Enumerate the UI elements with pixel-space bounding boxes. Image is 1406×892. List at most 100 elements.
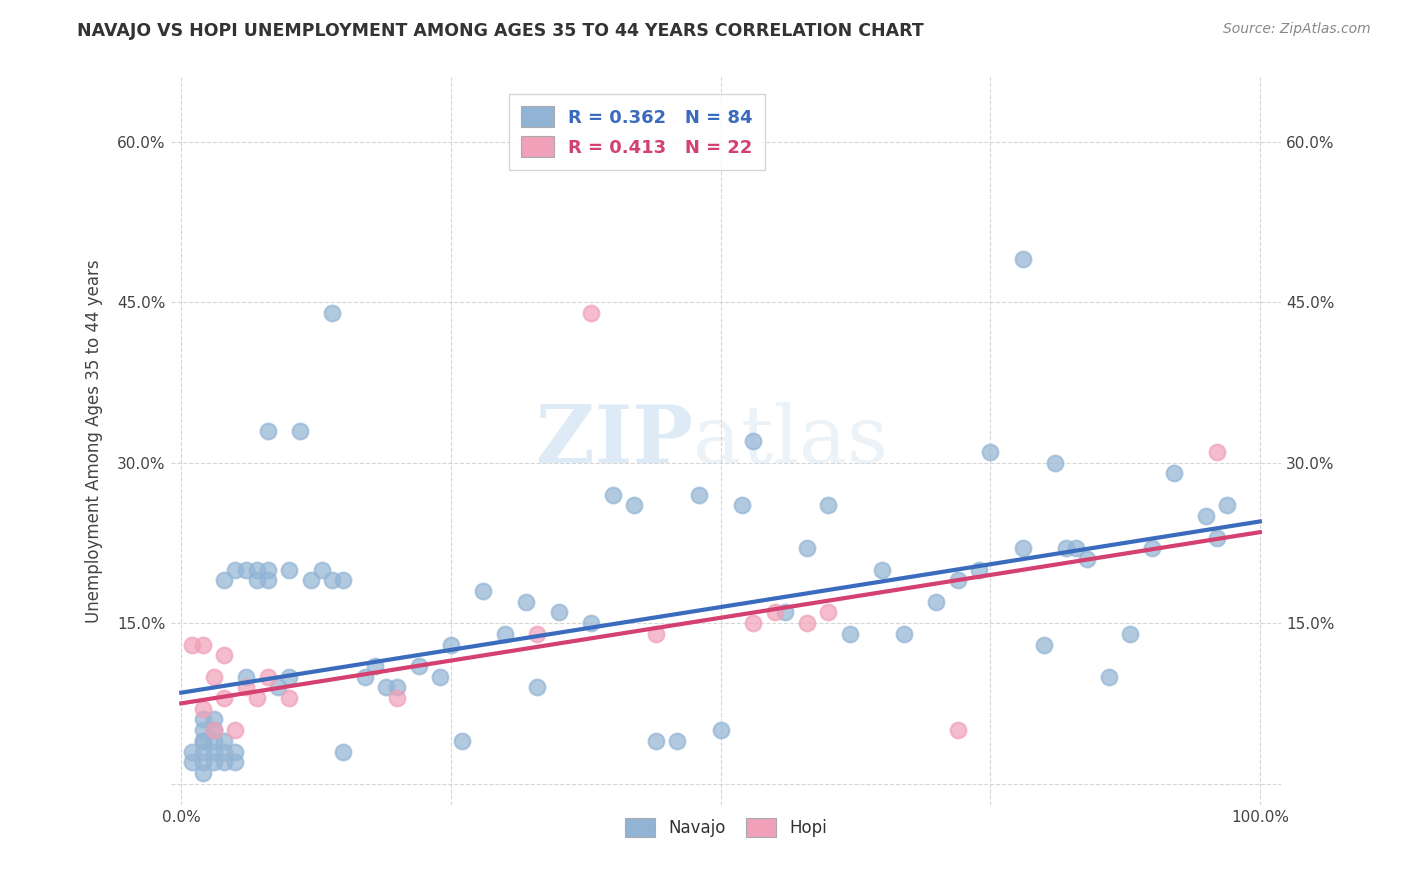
- Point: [321, 574, 343, 588]
- Point: [202, 723, 225, 738]
- Text: ZIP: ZIP: [536, 402, 693, 480]
- Point: [796, 616, 818, 631]
- Point: [191, 713, 214, 727]
- Point: [1066, 541, 1088, 556]
- Point: [946, 574, 969, 588]
- Point: [515, 595, 537, 609]
- Point: [311, 563, 333, 577]
- Text: Source: ZipAtlas.com: Source: ZipAtlas.com: [1223, 22, 1371, 37]
- Point: [191, 755, 214, 769]
- Point: [191, 702, 214, 716]
- Point: [1076, 552, 1098, 566]
- Point: [429, 670, 451, 684]
- Point: [440, 638, 463, 652]
- Point: [288, 424, 311, 438]
- Point: [526, 681, 548, 695]
- Point: [214, 574, 236, 588]
- Point: [202, 713, 225, 727]
- Point: [925, 595, 948, 609]
- Point: [256, 563, 278, 577]
- Point: [353, 670, 375, 684]
- Point: [214, 734, 236, 748]
- Point: [472, 584, 495, 599]
- Point: [979, 445, 1001, 459]
- Point: [181, 745, 204, 759]
- Point: [872, 563, 894, 577]
- Point: [688, 488, 710, 502]
- Point: [579, 306, 602, 320]
- Point: [710, 723, 733, 738]
- Point: [839, 627, 862, 641]
- Point: [385, 691, 408, 706]
- Point: [775, 606, 797, 620]
- Point: [246, 574, 269, 588]
- Point: [763, 606, 786, 620]
- Point: [1205, 445, 1227, 459]
- Legend: Navajo, Hopi: Navajo, Hopi: [619, 812, 834, 844]
- Point: [191, 734, 214, 748]
- Point: [202, 755, 225, 769]
- Point: [817, 499, 839, 513]
- Point: [214, 648, 236, 663]
- Point: [235, 670, 257, 684]
- Point: [547, 606, 569, 620]
- Point: [191, 723, 214, 738]
- Point: [181, 755, 204, 769]
- Point: [1119, 627, 1142, 641]
- Point: [202, 723, 225, 738]
- Point: [1098, 670, 1121, 684]
- Point: [299, 574, 322, 588]
- Point: [494, 627, 516, 641]
- Point: [256, 424, 278, 438]
- Point: [946, 723, 969, 738]
- Point: [796, 541, 818, 556]
- Point: [375, 681, 398, 695]
- Point: [214, 691, 236, 706]
- Point: [191, 638, 214, 652]
- Point: [181, 638, 204, 652]
- Point: [969, 563, 991, 577]
- Point: [332, 574, 354, 588]
- Point: [644, 734, 666, 748]
- Point: [321, 306, 343, 320]
- Point: [1054, 541, 1077, 556]
- Point: [731, 499, 754, 513]
- Point: [332, 745, 354, 759]
- Point: [1043, 456, 1066, 470]
- Point: [1195, 509, 1218, 524]
- Point: [623, 499, 645, 513]
- Point: [224, 563, 246, 577]
- Point: [278, 563, 301, 577]
- Point: [817, 606, 839, 620]
- Point: [893, 627, 915, 641]
- Point: [526, 627, 548, 641]
- Point: [579, 616, 602, 631]
- Point: [224, 755, 246, 769]
- Point: [214, 745, 236, 759]
- Point: [191, 765, 214, 780]
- Point: [267, 681, 290, 695]
- Point: [224, 723, 246, 738]
- Text: atlas: atlas: [693, 402, 887, 480]
- Point: [666, 734, 689, 748]
- Point: [1011, 541, 1033, 556]
- Point: [246, 691, 269, 706]
- Point: [256, 574, 278, 588]
- Point: [1216, 499, 1239, 513]
- Point: [235, 563, 257, 577]
- Point: [1140, 541, 1163, 556]
- Point: [256, 670, 278, 684]
- Point: [742, 434, 765, 449]
- Point: [1205, 531, 1227, 545]
- Point: [278, 691, 301, 706]
- Point: [246, 563, 269, 577]
- Point: [408, 659, 430, 673]
- Point: [202, 734, 225, 748]
- Point: [214, 755, 236, 769]
- Point: [364, 659, 387, 673]
- Point: [224, 745, 246, 759]
- Point: [191, 745, 214, 759]
- Y-axis label: Unemployment Among Ages 35 to 44 years: Unemployment Among Ages 35 to 44 years: [86, 260, 103, 623]
- Point: [602, 488, 624, 502]
- Point: [278, 670, 301, 684]
